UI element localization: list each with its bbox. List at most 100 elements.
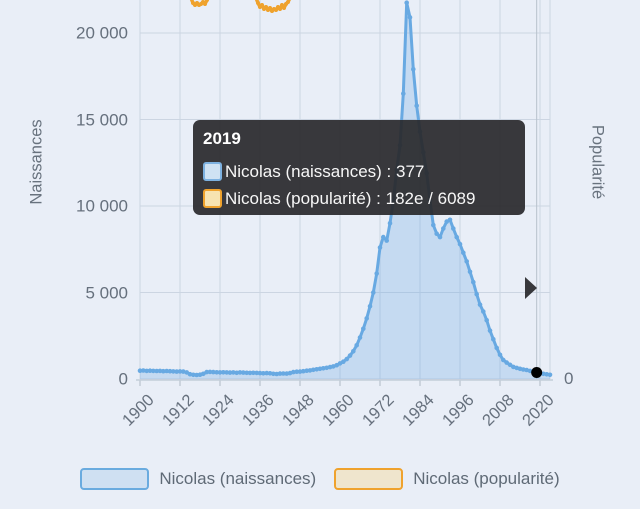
births-point [244, 370, 249, 376]
births-point [191, 372, 196, 378]
births-point [477, 302, 483, 307]
births-point [144, 368, 149, 374]
chart-legend: Nicolas (naissances) Nicolas (popularité… [0, 466, 640, 492]
births-point [171, 369, 176, 374]
births-point [521, 367, 526, 372]
births-point [371, 290, 376, 295]
births-point [194, 372, 199, 378]
births-point [304, 368, 310, 374]
births-point [261, 371, 266, 376]
births-point [387, 221, 393, 226]
births-point [224, 370, 229, 375]
births-point [207, 369, 213, 375]
births-point [204, 369, 209, 375]
births-point [507, 362, 513, 368]
births-point [277, 371, 283, 376]
popularity-point [268, 6, 272, 10]
popularity-legend-swatch-icon [334, 468, 404, 490]
y-tick-label: 0 [118, 369, 128, 389]
births-legend-label: Nicolas (naissances) [159, 469, 317, 488]
births-point [137, 368, 143, 374]
births-point [404, 0, 410, 5]
births-point [361, 326, 366, 332]
births-point [291, 369, 296, 375]
births-point [447, 217, 453, 223]
births-point [437, 234, 443, 240]
births-point [374, 271, 380, 276]
births-point [214, 370, 219, 375]
births-point [237, 370, 243, 375]
births-point [301, 368, 306, 374]
births-point [494, 345, 500, 351]
chart-tooltip: 2019 Nicolas (naissances) : 377 Nicolas … [193, 120, 537, 299]
births-point [344, 356, 350, 362]
births-point [501, 357, 506, 363]
births-point [247, 370, 253, 376]
births-point [547, 372, 553, 378]
births-point [257, 370, 263, 376]
y-axis-title-naissances: Naissances [27, 119, 46, 205]
births-point [341, 359, 346, 365]
births-point [454, 234, 460, 240]
births-point [451, 226, 456, 231]
births-point [484, 317, 490, 323]
births-point [311, 367, 316, 373]
births-point [381, 234, 386, 240]
births-point [161, 368, 166, 374]
births-point [347, 353, 353, 358]
popularity-point [274, 8, 278, 12]
popularity-point [282, 6, 286, 10]
births-point [384, 238, 390, 243]
popularity-legend-label: Nicolas (popularité) [413, 469, 560, 488]
births-point [241, 370, 246, 375]
births-point [411, 67, 416, 72]
births-point [434, 231, 440, 236]
births-point [471, 279, 476, 285]
tooltip-births-text: Nicolas (naissances) : 377 [225, 161, 425, 181]
births-point [157, 368, 163, 374]
births-point [251, 370, 256, 376]
popularity-point [278, 7, 282, 11]
births-point [271, 371, 276, 377]
births-point [211, 369, 216, 375]
births-point [321, 366, 326, 371]
births-point [294, 369, 300, 375]
popularity-point [260, 3, 264, 7]
births-point [431, 222, 436, 228]
births-point [147, 368, 153, 374]
births-point [141, 368, 146, 373]
births-point [354, 343, 360, 348]
births-point [461, 250, 466, 255]
popularity-point [203, 2, 207, 6]
y-tick-label-right: 0 [564, 369, 574, 388]
births-point [154, 368, 159, 374]
tooltip-row-births: Nicolas (naissances) : 377 [203, 158, 511, 185]
births-point [407, 15, 413, 20]
tooltip-popularity-text: Nicolas (popularité) : 182e / 6089 [225, 188, 476, 208]
y-axis-title-popularite: Popularité [588, 124, 607, 200]
births-point [264, 370, 270, 376]
births-point [351, 349, 356, 354]
births-point [377, 245, 383, 250]
births-point [217, 370, 223, 375]
tooltip-year: 2019 [203, 129, 241, 148]
y-tick-label: 20 000 [76, 23, 128, 43]
births-legend-swatch-icon [80, 468, 150, 490]
y-tick-label: 10 000 [76, 196, 128, 216]
births-point [364, 316, 370, 321]
births-point [367, 304, 373, 309]
births-point [167, 368, 173, 374]
births-point [467, 269, 473, 275]
births-area [140, 2, 550, 379]
popularity-point [264, 5, 268, 9]
legend-item-naissances[interactable]: Nicolas (naissances) [80, 468, 316, 490]
popularity-swatch-icon [203, 189, 222, 208]
y-tick-label: 15 000 [76, 110, 128, 129]
births-point [464, 259, 470, 264]
legend-item-popularite[interactable]: Nicolas (popularité) [334, 468, 560, 490]
y-tick-label: 5 000 [85, 283, 128, 302]
popularity-point [205, 0, 209, 2]
popularity-point [286, 0, 290, 4]
